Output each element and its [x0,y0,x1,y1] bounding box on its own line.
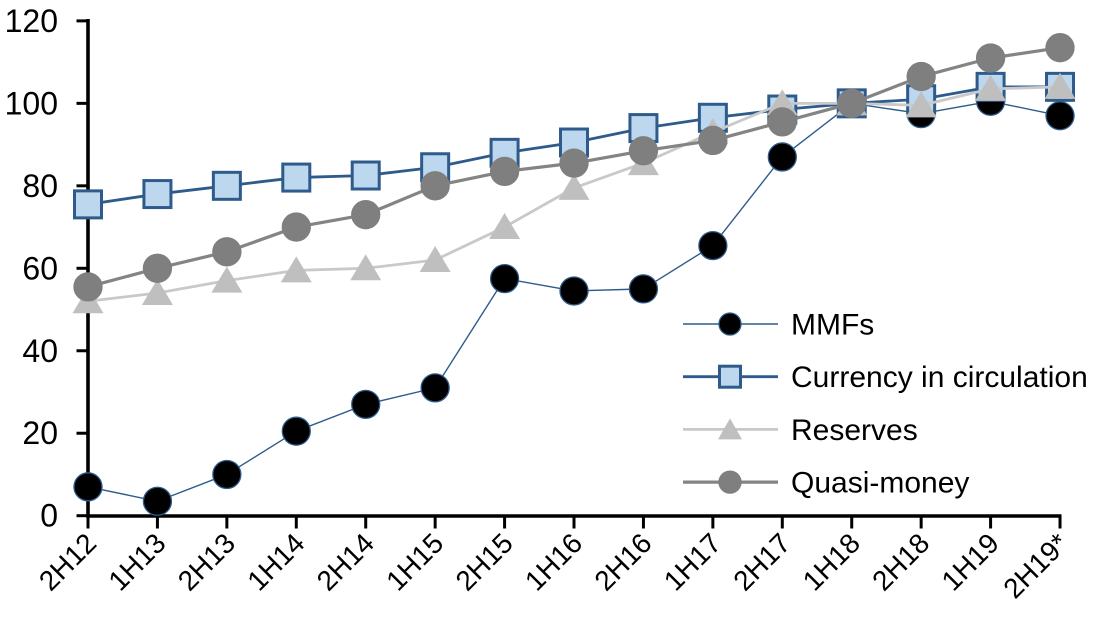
mmfs-marker [1045,101,1075,131]
currency-in-circulation-marker [73,189,103,220]
y-tick-label: 120 [5,3,58,39]
legend: MMFs Currency in circulation Reserves Quasi… [683,309,1088,500]
reserves-marker [419,246,451,273]
x-tick-label: 1H13 [102,527,171,596]
mmfs-marker [212,459,242,490]
currency-in-circulation-marker [350,160,381,191]
reserves-marker [905,91,937,118]
y-tick-label: 100 [5,85,58,121]
y-tick-label: 60 [22,250,58,286]
x-tick-label: 1H15 [380,527,449,596]
quasi-money-marker [420,171,450,201]
legend-item-currency-in-circulation: Currency in circulation [683,361,1088,394]
x-tick-label: 2H17 [727,527,796,596]
x-tick-label: 1H18 [797,527,866,596]
x-tick-label: 2H12 [33,527,102,596]
quasi-money-marker [837,88,867,118]
quasi-money-marker [281,212,311,242]
legend-label: Quasi-money [791,467,969,500]
legend-item-reserves: Reserves [683,414,918,447]
y-tick-label: 80 [22,168,58,204]
reserves-marker [141,279,173,306]
y-tick-label: 20 [22,415,58,451]
reserves-marker [350,254,382,281]
mmfs-marker [142,486,173,516]
quasi-money-marker [559,148,589,178]
mmfs-marker [559,276,589,306]
quasi-money-marker [351,200,381,230]
legend-label: Currency in circulation [791,361,1088,394]
y-tick-label: 0 [40,498,58,534]
reserves-marker [211,266,243,293]
currency-in-circulation-marker [718,364,742,389]
x-tick-label: 1H14 [241,527,310,596]
quasi-money-marker [767,107,797,137]
mmfs-marker [489,263,520,294]
reserves-marker [718,418,742,440]
reserves-marker [489,213,521,240]
x-tick-label: 1H19 [936,527,1005,596]
legend-item-mmfs: MMFs [683,309,874,342]
currency-in-circulation-marker [142,179,173,210]
reserves-marker [766,89,798,116]
x-tick-label: 2H13 [172,527,241,596]
mmfs-marker [420,373,450,403]
series-mmfs [73,86,1075,516]
mmfs-marker [351,389,381,420]
quasi-money-marker [906,61,936,92]
mmfs-marker [698,230,728,261]
x-tick-label: 2H15 [450,527,519,596]
x-tick-label: 1H16 [519,527,588,596]
x-tick-label: 2H14 [311,527,380,596]
quasi-money-marker [142,253,173,283]
quasi-money-marker [628,136,659,166]
mmfs-marker [628,274,659,304]
currency-in-circulation-marker [211,170,242,201]
y-axis: 0 20 40 60 80 100 120 [5,3,88,534]
series-quasi-money [73,33,1075,302]
legend-item-quasi-money: Quasi-money [683,467,969,500]
reserves-marker [558,173,590,200]
mmfs-marker [767,142,797,172]
mmfs-marker [718,312,742,336]
reserves-marker [975,74,1007,101]
quasi-money-marker [212,237,242,267]
quasi-money-marker [1045,33,1075,63]
x-tick-label: 2H19* [997,527,1074,604]
x-tick-label: 2H16 [588,527,657,596]
y-tick-label: 40 [22,333,58,369]
legend-label: MMFs [791,309,874,342]
reserves-marker [280,256,312,283]
legend-label: Reserves [791,414,918,447]
currency-in-circulation-marker [281,162,312,193]
x-axis: 2H12 1H13 2H13 1H14 2H14 1H15 2H15 1H16 2H16 1H17… [33,516,1074,604]
mmfs-marker [281,416,311,446]
quasi-money-marker [698,125,728,156]
quasi-money-marker [73,272,103,302]
reserves-marker [1044,72,1076,99]
mmfs-marker [73,472,103,502]
x-tick-label: 2H18 [866,527,935,596]
quasi-money-marker [718,470,742,494]
quasi-money-marker [489,156,520,187]
quasi-money-marker [975,43,1006,73]
x-tick-label: 1H17 [658,527,727,596]
